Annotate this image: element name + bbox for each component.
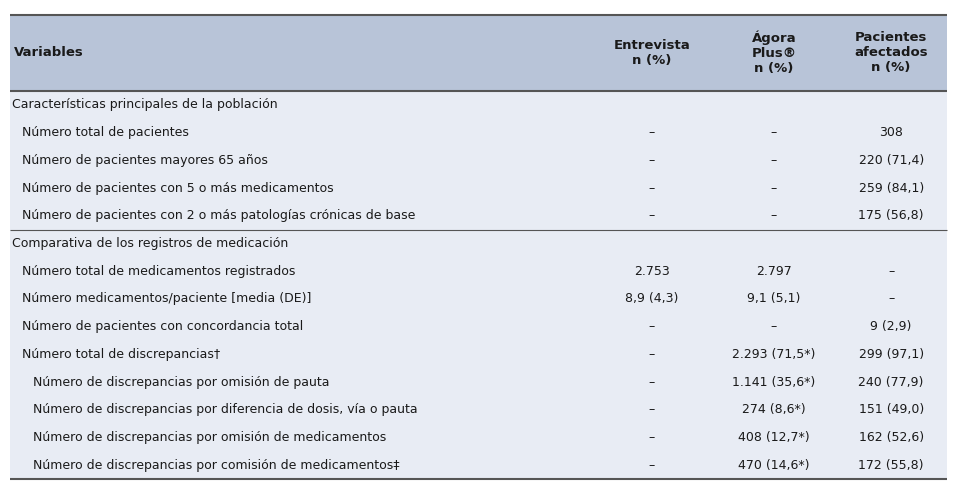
Text: 162 (52,6): 162 (52,6) xyxy=(858,431,924,444)
Text: Ágora
Plus®
n (%): Ágora Plus® n (%) xyxy=(751,30,796,75)
Text: Entrevista
n (%): Entrevista n (%) xyxy=(613,39,690,67)
FancyBboxPatch shape xyxy=(10,15,947,91)
Text: –: – xyxy=(888,265,894,278)
Text: Número de discrepancias por diferencia de dosis, vía o pauta: Número de discrepancias por diferencia d… xyxy=(33,403,417,416)
Text: 274 (8,6*): 274 (8,6*) xyxy=(742,403,806,416)
Text: Número total de pacientes: Número total de pacientes xyxy=(22,126,189,139)
FancyBboxPatch shape xyxy=(10,119,947,147)
Text: Número medicamentos/paciente [media (DE)]: Número medicamentos/paciente [media (DE)… xyxy=(22,292,311,305)
FancyBboxPatch shape xyxy=(10,229,947,257)
Text: –: – xyxy=(649,459,656,472)
Text: Número de discrepancias por omisión de medicamentos: Número de discrepancias por omisión de m… xyxy=(33,431,386,444)
Text: 9 (2,9): 9 (2,9) xyxy=(871,320,912,333)
Text: –: – xyxy=(649,320,656,333)
FancyBboxPatch shape xyxy=(10,341,947,368)
Text: 2.753: 2.753 xyxy=(634,265,670,278)
Text: –: – xyxy=(770,209,777,222)
Text: 308: 308 xyxy=(879,126,903,139)
Text: –: – xyxy=(770,182,777,195)
FancyBboxPatch shape xyxy=(10,202,947,229)
Text: –: – xyxy=(649,209,656,222)
Text: 470 (14,6*): 470 (14,6*) xyxy=(738,459,810,472)
Text: Número de discrepancias por omisión de pauta: Número de discrepancias por omisión de p… xyxy=(33,376,329,389)
FancyBboxPatch shape xyxy=(10,313,947,341)
Text: –: – xyxy=(649,182,656,195)
Text: –: – xyxy=(888,292,894,305)
Text: 172 (55,8): 172 (55,8) xyxy=(858,459,924,472)
FancyBboxPatch shape xyxy=(10,452,947,479)
Text: –: – xyxy=(649,154,656,167)
Text: 408 (12,7*): 408 (12,7*) xyxy=(738,431,810,444)
FancyBboxPatch shape xyxy=(10,147,947,174)
Text: 9,1 (5,1): 9,1 (5,1) xyxy=(747,292,801,305)
Text: 175 (56,8): 175 (56,8) xyxy=(858,209,924,222)
Text: 2.797: 2.797 xyxy=(756,265,791,278)
FancyBboxPatch shape xyxy=(10,424,947,452)
FancyBboxPatch shape xyxy=(10,257,947,285)
Text: Número de pacientes con 2 o más patologías crónicas de base: Número de pacientes con 2 o más patologí… xyxy=(22,209,415,222)
Text: –: – xyxy=(649,348,656,361)
Text: 151 (49,0): 151 (49,0) xyxy=(858,403,924,416)
Text: –: – xyxy=(770,320,777,333)
FancyBboxPatch shape xyxy=(10,285,947,313)
Text: Comparativa de los registros de medicación: Comparativa de los registros de medicaci… xyxy=(12,237,289,250)
Text: 259 (84,1): 259 (84,1) xyxy=(858,182,924,195)
Text: Número total de discrepancias†: Número total de discrepancias† xyxy=(22,348,220,361)
Text: –: – xyxy=(770,126,777,139)
Text: Número de discrepancias por comisión de medicamentos‡: Número de discrepancias por comisión de … xyxy=(33,459,399,472)
Text: Número de pacientes con 5 o más medicamentos: Número de pacientes con 5 o más medicame… xyxy=(22,182,334,195)
Text: Características principales de la población: Características principales de la poblac… xyxy=(12,98,278,111)
Text: Número de pacientes mayores 65 años: Número de pacientes mayores 65 años xyxy=(22,154,268,167)
Text: Pacientes
afectados
n (%): Pacientes afectados n (%) xyxy=(855,31,928,74)
Text: 1.141 (35,6*): 1.141 (35,6*) xyxy=(732,376,815,389)
Text: Variables: Variables xyxy=(14,46,84,59)
Text: –: – xyxy=(649,126,656,139)
Text: Número de pacientes con concordancia total: Número de pacientes con concordancia tot… xyxy=(22,320,303,333)
Text: –: – xyxy=(649,431,656,444)
Text: 240 (77,9): 240 (77,9) xyxy=(858,376,924,389)
Text: 220 (71,4): 220 (71,4) xyxy=(858,154,924,167)
FancyBboxPatch shape xyxy=(10,174,947,202)
FancyBboxPatch shape xyxy=(10,368,947,396)
FancyBboxPatch shape xyxy=(10,91,947,119)
Text: –: – xyxy=(649,376,656,389)
FancyBboxPatch shape xyxy=(10,396,947,424)
Text: –: – xyxy=(649,403,656,416)
Text: Número total de medicamentos registrados: Número total de medicamentos registrados xyxy=(22,265,296,278)
Text: 8,9 (4,3): 8,9 (4,3) xyxy=(625,292,679,305)
Text: –: – xyxy=(770,154,777,167)
Text: 299 (97,1): 299 (97,1) xyxy=(858,348,924,361)
Text: 2.293 (71,5*): 2.293 (71,5*) xyxy=(732,348,815,361)
